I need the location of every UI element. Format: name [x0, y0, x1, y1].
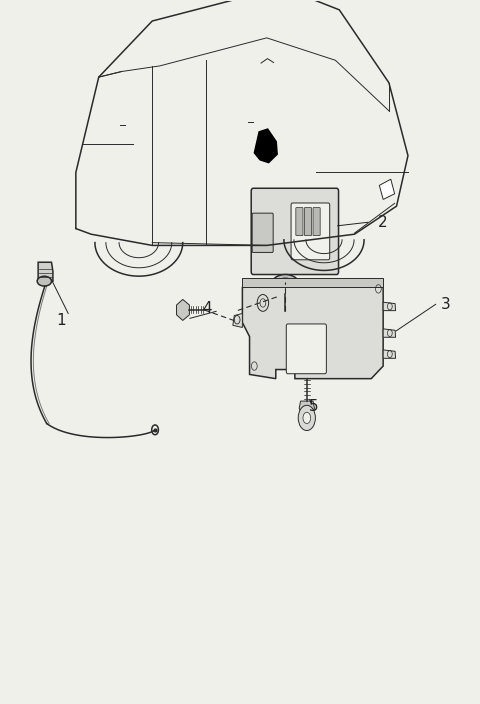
Ellipse shape: [272, 275, 299, 294]
Circle shape: [303, 413, 311, 424]
Polygon shape: [242, 278, 383, 287]
Text: 4: 4: [202, 301, 211, 316]
Text: 2: 2: [378, 215, 388, 230]
FancyBboxPatch shape: [313, 208, 320, 236]
Circle shape: [298, 406, 315, 431]
Polygon shape: [383, 350, 396, 358]
FancyBboxPatch shape: [291, 203, 330, 260]
Polygon shape: [383, 302, 396, 310]
FancyBboxPatch shape: [251, 188, 338, 275]
Text: 1: 1: [56, 313, 66, 328]
Polygon shape: [383, 329, 396, 337]
Text: 5: 5: [309, 399, 319, 414]
Polygon shape: [233, 313, 242, 327]
Polygon shape: [242, 282, 383, 379]
Polygon shape: [254, 129, 277, 163]
FancyBboxPatch shape: [296, 208, 303, 236]
Polygon shape: [379, 180, 395, 199]
Ellipse shape: [37, 276, 51, 286]
Polygon shape: [177, 299, 190, 320]
FancyBboxPatch shape: [286, 324, 326, 374]
Ellipse shape: [276, 278, 295, 291]
FancyBboxPatch shape: [252, 213, 273, 253]
Text: 3: 3: [440, 297, 450, 312]
Polygon shape: [38, 263, 53, 281]
FancyBboxPatch shape: [304, 208, 312, 236]
Polygon shape: [299, 401, 314, 415]
